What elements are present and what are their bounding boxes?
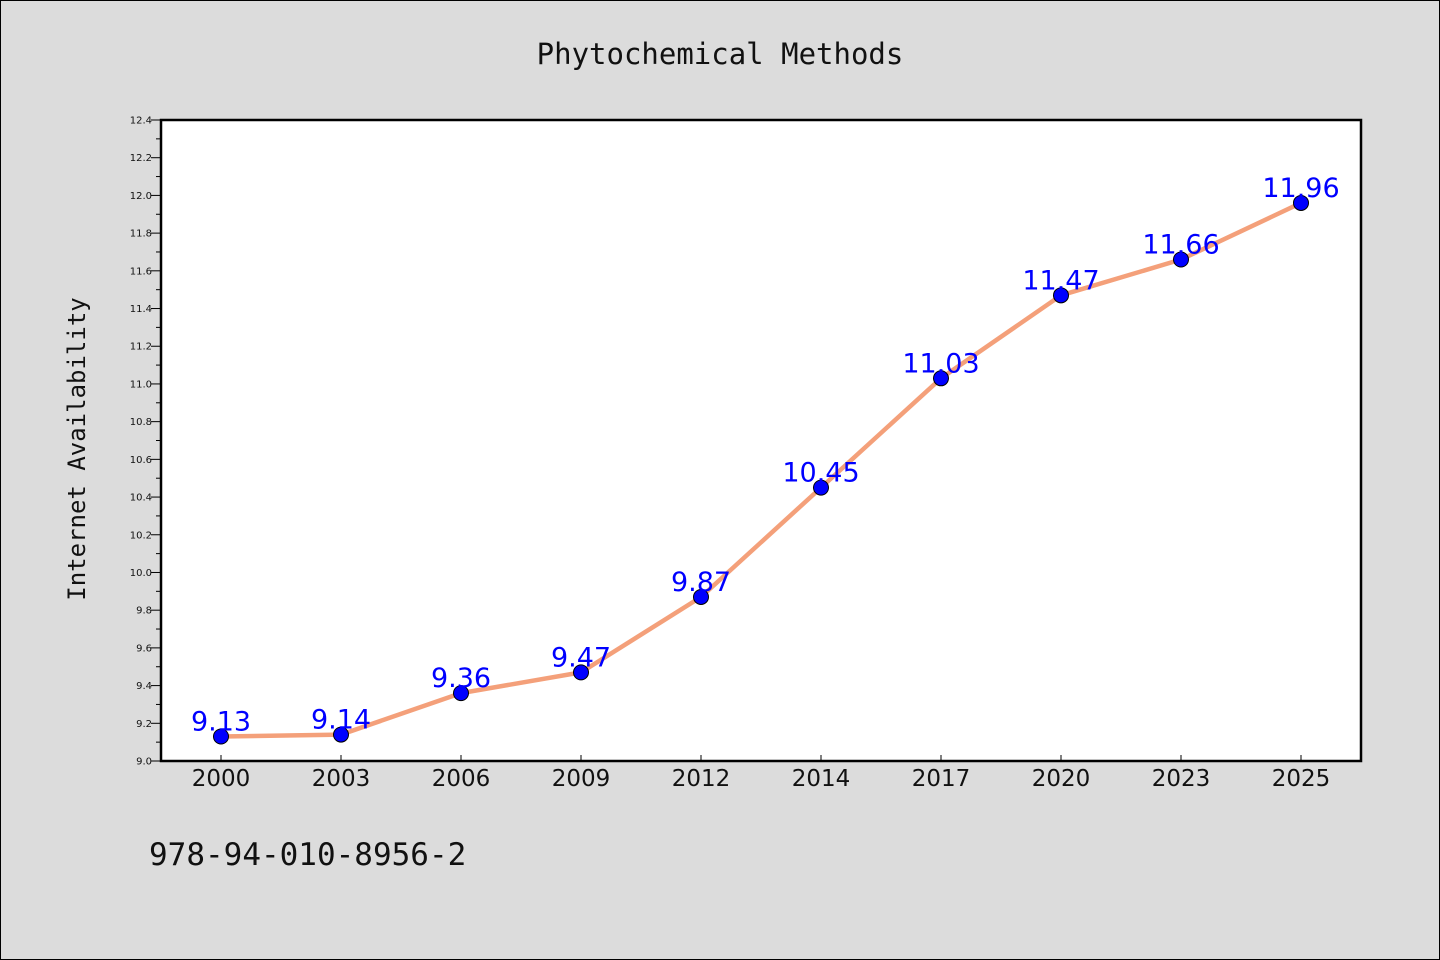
x-tick-label: 2009 (552, 766, 611, 792)
y-tick-label: 9.0 (136, 757, 152, 768)
footnote-text: 978-94-010-8956-2 (149, 837, 466, 873)
data-label: 9.14 (311, 705, 371, 736)
x-tick-label: 2023 (1152, 766, 1211, 792)
x-tick-label: 2003 (312, 766, 371, 792)
y-tick-label: 12.4 (130, 116, 152, 127)
data-label: 11.03 (902, 348, 979, 379)
x-tick-label: 2000 (192, 766, 251, 792)
data-point (333, 726, 349, 743)
data-label: 9.87 (671, 567, 731, 598)
data-point (933, 370, 949, 387)
data-label: 9.36 (431, 663, 491, 694)
x-tick-label: 2012 (672, 766, 731, 792)
y-tick-label: 11.2 (130, 342, 152, 353)
data-point (453, 685, 469, 702)
data-point (693, 588, 709, 605)
y-tick-label: 9.8 (136, 606, 152, 617)
plot-area (161, 120, 1361, 761)
y-tick-label: 10.2 (130, 530, 152, 541)
y-axis-label: Internet Availability (63, 297, 91, 600)
x-tick-label: 2020 (1032, 766, 1091, 792)
data-label: 9.13 (191, 706, 251, 737)
data-label: 11.96 (1262, 173, 1339, 204)
data-point (213, 728, 229, 745)
x-tick-label: 2025 (1272, 766, 1331, 792)
x-tick-label: 2006 (432, 766, 491, 792)
y-tick-label: 10.4 (130, 493, 152, 504)
y-tick-label: 12.2 (130, 153, 152, 164)
plot-frame (159, 118, 1363, 763)
y-tick-label: 10.6 (130, 455, 152, 466)
series-layer: 9.13 9.14 9.36 9.47 9.87 10.45 11.03 11.47 11.66… (191, 173, 1340, 745)
y-axis: 9.0 9.2 9.4 9.6 9.8 10.0 10.2 10.4 10.6 10.8 11.0 1… (130, 116, 161, 768)
chart-title: Phytochemical Methods (537, 37, 904, 71)
y-tick-label: 9.6 (136, 643, 152, 654)
data-point (1173, 251, 1189, 268)
data-label: 9.47 (551, 642, 611, 673)
data-label: 10.45 (782, 458, 859, 489)
x-tick-label: 2017 (912, 766, 971, 792)
data-label: 11.47 (1022, 265, 1099, 296)
y-tick-label: 11.6 (130, 266, 152, 277)
data-point (1053, 287, 1069, 304)
x-axis: 2000 2003 2006 2009 2012 2014 2017 2020 2023 2025 (192, 755, 1331, 792)
series-line (218, 200, 1304, 739)
y-tick-label: 9.4 (136, 681, 152, 692)
y-tick-label: 11.8 (130, 229, 152, 240)
data-point (573, 664, 589, 681)
data-point (1293, 194, 1309, 211)
data-point (813, 479, 829, 496)
y-tick-label: 10.8 (130, 417, 152, 428)
data-label: 11.66 (1142, 230, 1219, 261)
y-tick-label: 11.0 (130, 379, 152, 390)
y-tick-label: 11.4 (130, 304, 152, 315)
y-tick-label: 9.2 (136, 719, 152, 730)
y-tick-label: 12.0 (130, 191, 152, 202)
y-tick-label: 10.0 (130, 568, 152, 579)
x-tick-label: 2014 (792, 766, 851, 792)
